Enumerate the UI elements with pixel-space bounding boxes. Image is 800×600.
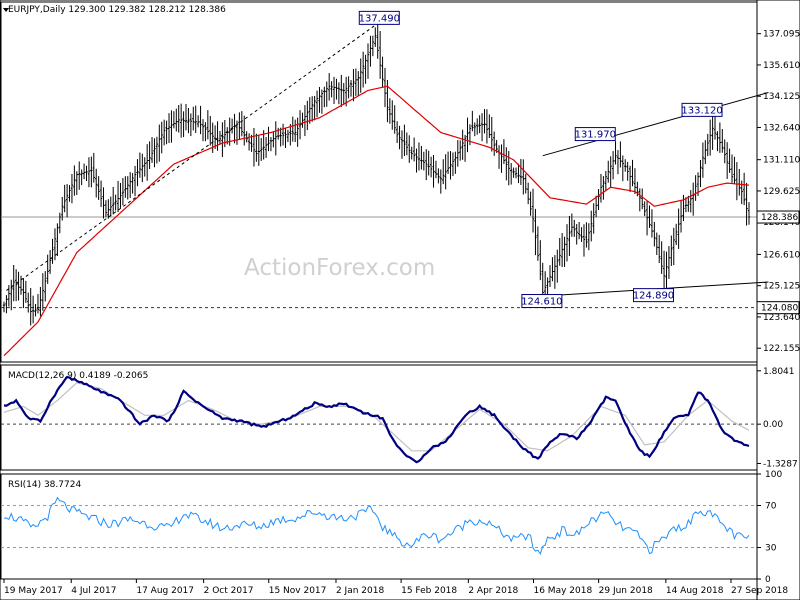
price-tick-label: 122.155 xyxy=(763,344,800,354)
current-price-label: 128.386 xyxy=(761,213,798,223)
price-tick-label: 125.125 xyxy=(763,282,800,292)
price-tick-label: 129.625 xyxy=(763,187,800,197)
watermark: ActionForex.com xyxy=(244,255,435,281)
annotation-box xyxy=(521,294,563,309)
trendline-2 xyxy=(542,92,769,157)
rsi-pane xyxy=(1,496,757,556)
date-tick-label: 4 Jul 2017 xyxy=(71,586,116,596)
support-level-label: 124.080 xyxy=(761,304,798,314)
date-tick-label: 15 Nov 2017 xyxy=(269,586,327,596)
date-tick-label: 2 Jan 2018 xyxy=(336,586,384,596)
annotation-box xyxy=(681,102,723,117)
price-tick-label: 131.110 xyxy=(763,156,800,166)
annotation-label: 124.610 xyxy=(521,297,562,308)
date-tick-label: 14 Aug 2018 xyxy=(666,586,724,596)
macd-line xyxy=(3,375,750,464)
date-tick-label: 2 Oct 2017 xyxy=(204,586,254,596)
price-tick-label: 123.640 xyxy=(763,313,800,323)
rsi-tick-label: 0 xyxy=(765,575,771,585)
annotation-label: 133.120 xyxy=(681,105,722,116)
price-tick-label: 137.095 xyxy=(763,30,800,40)
rsi-tick-label: 70 xyxy=(765,502,777,512)
macd-tick-label: 0.00 xyxy=(763,420,783,430)
price-pane: 137.490 131.970 133.120 124.610 124.890 xyxy=(1,10,769,357)
rsi-tick-label: 100 xyxy=(765,470,782,480)
macd-signal-line xyxy=(3,382,750,452)
macd-tick-label: -1.3287 xyxy=(763,459,798,469)
date-tick-label: 2 Apr 2018 xyxy=(468,586,518,596)
rsi-tick-label: 30 xyxy=(765,544,777,554)
annotation-label: 137.490 xyxy=(359,13,400,24)
price-tick-label: 134.125 xyxy=(763,92,800,102)
macd-pane xyxy=(1,375,757,464)
date-tick-label: 27 Sep 2018 xyxy=(731,586,788,596)
date-tick-label: 16 May 2018 xyxy=(533,586,592,596)
annotation-label: 131.970 xyxy=(575,130,616,141)
rsi-title: RSI(14) 38.7724 xyxy=(8,480,81,490)
support-level-box xyxy=(756,301,800,315)
price-tick-label: 126.610 xyxy=(763,250,800,260)
macd-title: MACD(12,26,9) 0.4189 -0.2065 xyxy=(8,371,148,381)
annotation-box xyxy=(358,10,400,25)
chart-menu-icon xyxy=(3,8,9,12)
date-tick-label: 19 May 2017 xyxy=(4,586,63,596)
price-title: EURJPY,Daily 129.300 129.382 128.212 128… xyxy=(8,5,226,15)
date-tick-label: 29 Jun 2018 xyxy=(599,586,653,596)
current-price-box xyxy=(756,210,800,224)
axes: 137.095 135.610 134.125 132.640 131.110 129.6… xyxy=(3,8,800,596)
macd-tick-label: 1.8041 xyxy=(763,367,795,377)
price-tick-label: 132.640 xyxy=(763,123,800,133)
trendline-1 xyxy=(6,24,376,291)
rsi-pane-frame xyxy=(0,473,758,580)
price-tick-label: 135.610 xyxy=(763,61,800,71)
annotation-box xyxy=(574,127,616,142)
moving-average-line xyxy=(3,85,750,357)
annotation-label: 124.890 xyxy=(633,291,674,302)
date-tick-label: 17 Aug 2017 xyxy=(136,586,194,596)
rsi-line xyxy=(3,496,750,556)
date-tick-label: 15 Feb 2018 xyxy=(401,586,457,596)
annotation-box xyxy=(633,288,675,303)
